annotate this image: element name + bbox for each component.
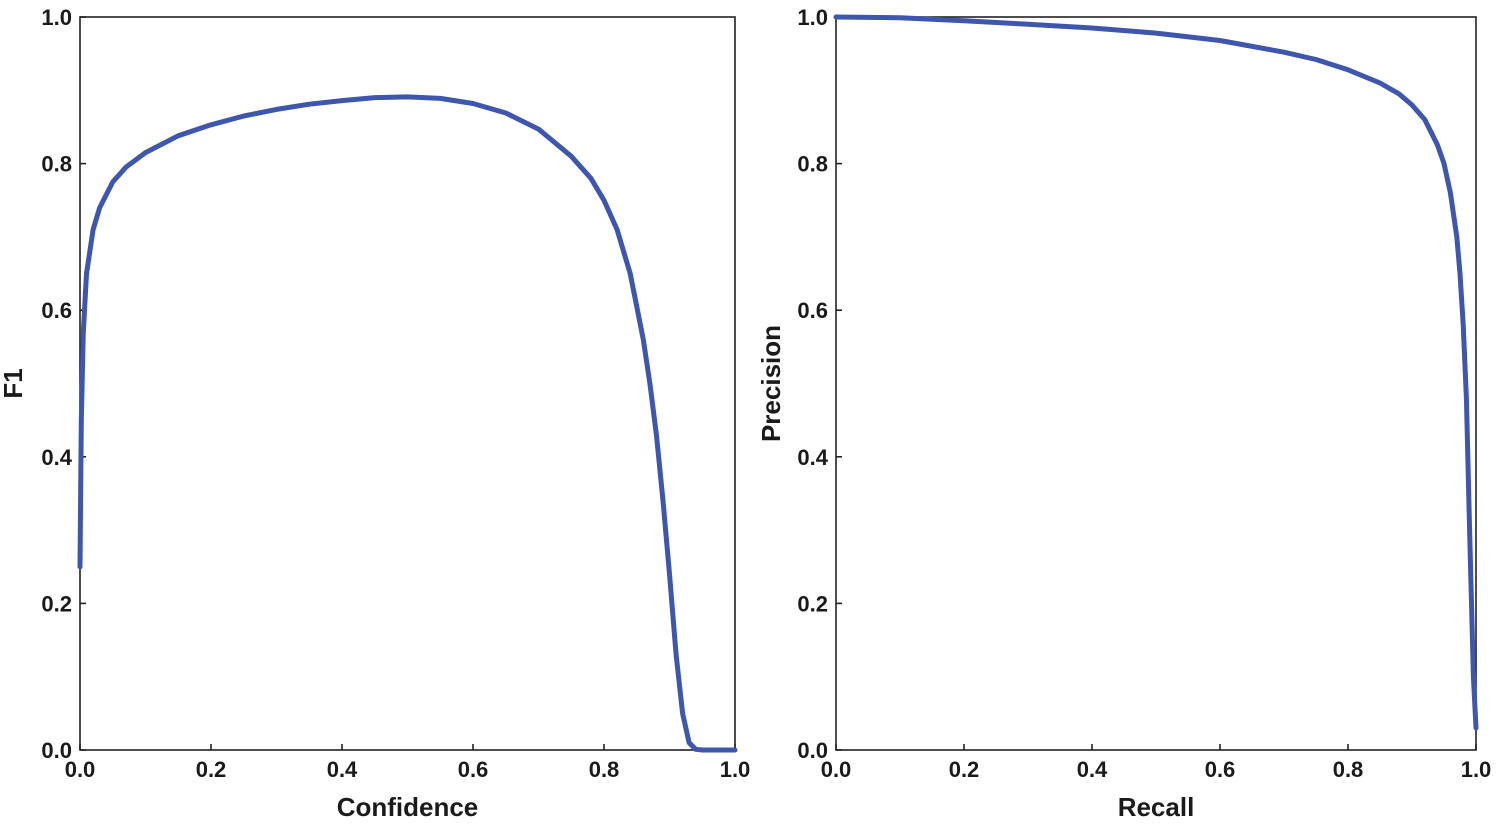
precision-recall-chart: 0.0 0.2 0.4 0.6 0.8 1.0 0.0 0.2 0.4 0.6 0.8 1.0 Reca… xyxy=(756,5,1491,822)
y-tick-label: 0.0 xyxy=(41,738,72,763)
x-tick-label: 0.4 xyxy=(327,757,358,782)
x-tick-label: 0.4 xyxy=(1077,757,1108,782)
y-axis-label: F1 xyxy=(0,368,28,398)
x-tick-label: 0.0 xyxy=(821,757,852,782)
y-axis-label: Precision xyxy=(756,325,786,442)
y-tick-label: 0.8 xyxy=(797,152,828,177)
x-tick-label: 0.2 xyxy=(949,757,980,782)
y-tick-label: 0.8 xyxy=(41,152,72,177)
y-tick-label: 1.0 xyxy=(797,5,828,30)
x-tick-label: 1.0 xyxy=(720,757,751,782)
x-tick-label: 0.8 xyxy=(589,757,620,782)
x-tick-label: 0.2 xyxy=(196,757,227,782)
plot-frame xyxy=(835,16,1477,751)
x-tick-label: 0.6 xyxy=(458,757,489,782)
y-tick-label: 0.0 xyxy=(797,738,828,763)
y-tick-label: 0.6 xyxy=(797,298,828,323)
y-tick-label: 0.4 xyxy=(41,445,72,470)
series-line xyxy=(833,14,1479,731)
y-tick-label: 0.6 xyxy=(41,298,72,323)
x-tick-label: 0.6 xyxy=(1205,757,1236,782)
plot-frame xyxy=(79,16,736,751)
y-tick-label: 0.2 xyxy=(797,591,828,616)
y-tick-label: 1.0 xyxy=(41,5,72,30)
x-tick-label: 1.0 xyxy=(1461,757,1492,782)
y-tick-label: 0.4 xyxy=(797,445,828,470)
y-tick-label: 0.2 xyxy=(41,591,72,616)
f1-confidence-chart: 0.0 0.2 0.4 0.6 0.8 1.0 0.0 0.2 0.4 0.6 0.8 1.0 Conf… xyxy=(0,5,750,822)
x-axis-label: Confidence xyxy=(337,792,479,822)
x-tick-label: 0.8 xyxy=(1333,757,1364,782)
series-line xyxy=(77,94,738,753)
x-axis-label: Recall xyxy=(1118,792,1195,822)
x-tick-label: 0.0 xyxy=(65,757,96,782)
